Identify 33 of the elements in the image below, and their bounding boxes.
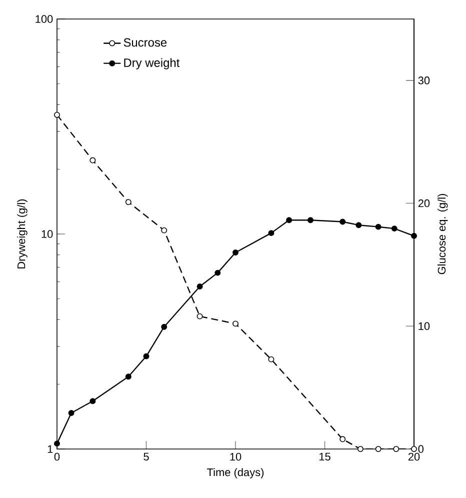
x-tick-label: 10 bbox=[230, 452, 242, 461]
point bbox=[143, 353, 150, 360]
y2-tick-label: 20 bbox=[418, 199, 430, 208]
point bbox=[161, 324, 168, 330]
y-tick-label: 10 bbox=[42, 230, 53, 238]
y2-axis-title: Glucose eq. (g/l) bbox=[438, 194, 448, 274]
y-axis-title: Dryweight (g/l) bbox=[17, 199, 28, 268]
y-tick-label: 1 bbox=[48, 445, 53, 453]
y2-tick-label: 0 bbox=[418, 445, 424, 453]
y2-tick-label: 10 bbox=[418, 322, 430, 330]
point bbox=[375, 224, 382, 230]
point bbox=[232, 250, 238, 256]
legend-label: Sucrose bbox=[124, 38, 167, 47]
point bbox=[268, 230, 274, 236]
point bbox=[307, 217, 314, 224]
x-tick-label: 20 bbox=[408, 452, 420, 461]
point bbox=[196, 284, 203, 290]
x-axis-title: Time (days) bbox=[207, 468, 264, 478]
x-tick-label: 5 bbox=[144, 452, 149, 460]
point bbox=[356, 222, 362, 228]
point bbox=[391, 226, 398, 232]
y2-tick-label: 30 bbox=[418, 76, 430, 84]
legend-label: Dry weight bbox=[124, 58, 180, 70]
point bbox=[54, 440, 60, 447]
point bbox=[286, 217, 292, 224]
point bbox=[125, 374, 132, 380]
x-tick-label: 0 bbox=[54, 452, 60, 461]
x-tick-label: 15 bbox=[319, 452, 330, 460]
y-tick-label: 100 bbox=[36, 15, 53, 23]
point bbox=[340, 218, 346, 225]
point bbox=[90, 398, 96, 404]
point bbox=[68, 410, 74, 416]
point bbox=[214, 270, 221, 276]
